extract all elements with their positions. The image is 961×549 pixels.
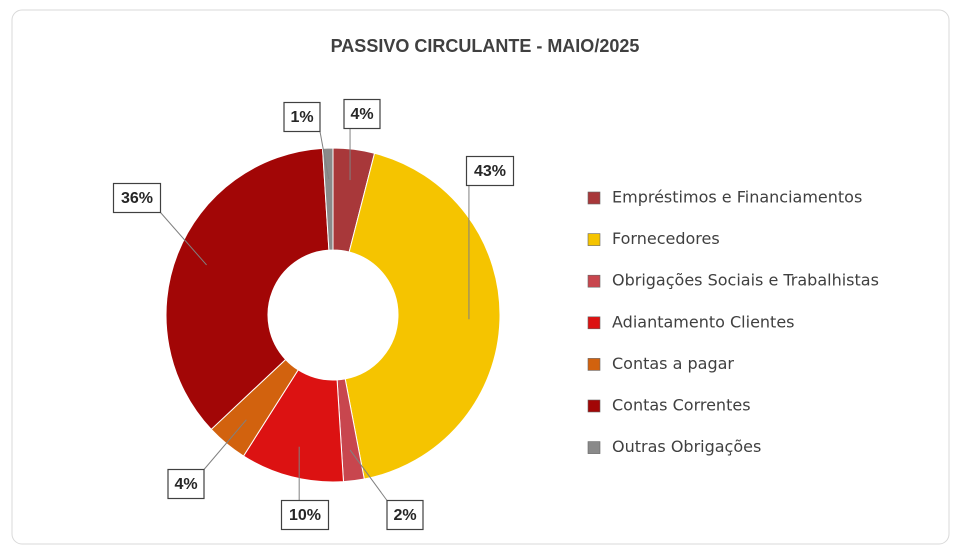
chart-title: PASSIVO CIRCULANTE - MAIO/2025 [331, 36, 640, 56]
data-label-box [465, 155, 515, 187]
legend-label: Empréstimos e Financiamentos [612, 188, 862, 207]
legend-label: Obrigações Sociais e Trabalhistas [612, 271, 879, 290]
data-label: 10% [289, 507, 321, 524]
leader-line [319, 131, 330, 180]
data-label-box [343, 98, 381, 130]
legend-swatch [587, 358, 601, 371]
donut-slice [344, 152, 501, 480]
donut-slice [321, 147, 334, 251]
legend-swatch [587, 274, 601, 288]
legend-swatch [587, 441, 601, 454]
legend-swatch [587, 316, 601, 330]
data-label-box [167, 468, 205, 500]
legend-label: Contas a pagar [612, 354, 734, 373]
leader-line [349, 449, 388, 501]
legend-label: Fornecedores [612, 229, 720, 248]
legend-swatch [587, 233, 601, 246]
data-label: 2% [393, 507, 416, 524]
data-label-box [112, 182, 162, 214]
legend-label: Adiantamento Clientes [612, 312, 795, 331]
leader-line [203, 419, 247, 470]
data-label-box [280, 499, 330, 531]
data-label: 36% [121, 190, 153, 207]
data-label: 4% [350, 106, 373, 123]
data-label: 4% [174, 476, 197, 493]
legend-swatch [587, 191, 601, 205]
legend-swatch [587, 399, 601, 413]
data-label-box [386, 499, 424, 531]
donut-slice [165, 147, 330, 431]
legend-label: Outras Obrigações [612, 437, 761, 456]
legend-label: Contas Correntes [612, 396, 751, 415]
leader-line [160, 212, 207, 266]
data-label: 43% [474, 163, 506, 180]
data-label-box [283, 101, 321, 133]
data-label: 1% [290, 109, 313, 126]
